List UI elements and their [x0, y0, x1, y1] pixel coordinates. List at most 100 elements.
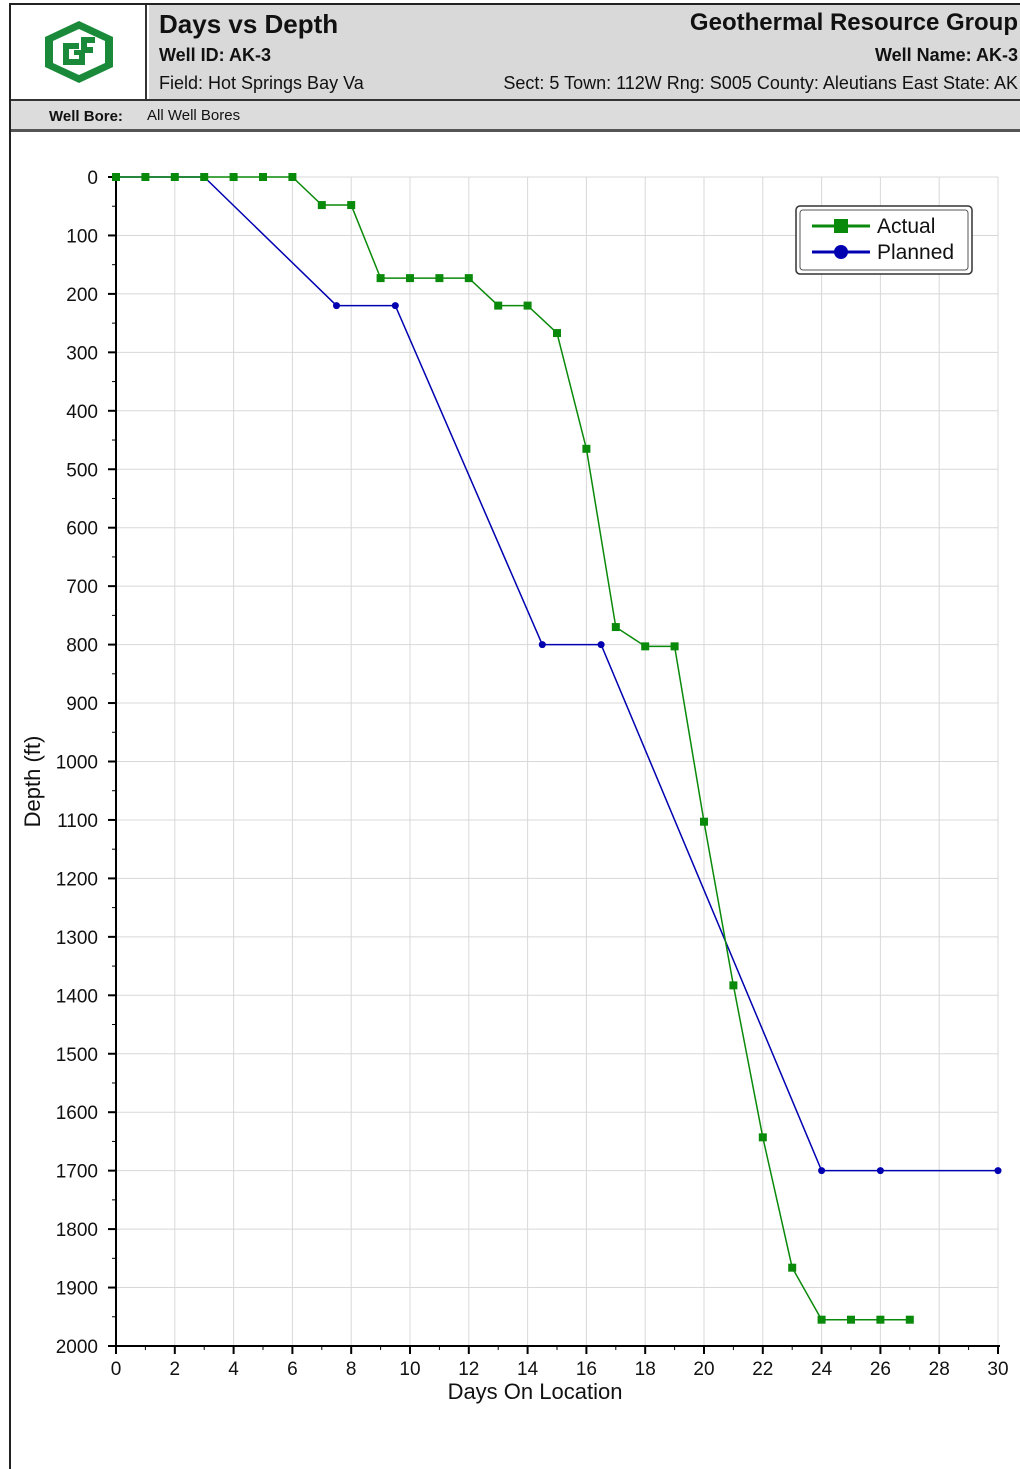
data-point-actual — [758, 1133, 767, 1142]
y-tick-label: 600 — [66, 519, 98, 540]
report-frame — [9, 3, 1020, 1469]
x-tick-label: 12 — [458, 1359, 479, 1380]
y-tick-label: 900 — [66, 694, 98, 715]
data-point-actual — [347, 201, 356, 210]
x-axis-title: Days On Location — [448, 1379, 623, 1404]
x-tick-label: 30 — [987, 1359, 1008, 1380]
y-tick-label: 1000 — [56, 753, 98, 774]
data-point-actual — [553, 329, 561, 338]
well-bore-value: All Well Bores — [147, 107, 241, 124]
y-tick-label: 1700 — [56, 1162, 98, 1183]
y-tick-label: 1600 — [56, 1103, 98, 1124]
well-name: Well Name: AK-3 — [875, 45, 1018, 66]
data-point-actual — [435, 274, 444, 283]
legend-marker-planned — [834, 245, 848, 259]
x-tick-label: 0 — [111, 1359, 122, 1380]
x-tick-label: 26 — [870, 1359, 891, 1380]
series-line-planned — [116, 176, 998, 1172]
data-point-planned — [994, 1167, 1002, 1175]
data-point-actual — [641, 642, 650, 651]
data-point-actual — [406, 274, 414, 283]
y-tick-label: 1400 — [56, 986, 98, 1007]
x-tick-label: 24 — [811, 1359, 833, 1380]
y-tick-label: 800 — [66, 636, 98, 657]
x-tick-label: 8 — [346, 1359, 357, 1380]
report-header: Days vs Depth Geothermal Resource Group … — [11, 5, 1020, 101]
well-name-value: AK-3 — [975, 45, 1018, 65]
y-tick-label: 1200 — [56, 869, 98, 890]
x-tick-label: 16 — [576, 1359, 597, 1380]
y-tick-label: 0 — [87, 168, 98, 189]
well-id-value: AK-3 — [229, 45, 272, 65]
report-title: Days vs Depth — [159, 9, 339, 39]
legend-box-inner — [799, 209, 969, 271]
data-point-actual — [317, 201, 326, 210]
data-point-actual — [670, 642, 679, 651]
data-point-actual — [523, 301, 532, 310]
y-tick-label: 2000 — [56, 1337, 98, 1358]
data-point-planned — [597, 641, 605, 649]
data-point-planned — [876, 1167, 884, 1175]
data-point-planned — [391, 302, 399, 310]
logo-cell — [11, 5, 147, 99]
well-name-label: Well Name: — [874, 45, 972, 65]
grg-logo-icon — [45, 21, 113, 83]
data-point-actual — [700, 817, 708, 826]
data-point-actual — [141, 173, 150, 181]
field-name: Field: Hot Springs Bay Va — [159, 73, 364, 93]
header-info: Days vs Depth Geothermal Resource Group … — [149, 5, 1020, 99]
y-tick-label: 1900 — [56, 1279, 98, 1300]
y-tick-label: 300 — [66, 343, 98, 364]
x-tick-label: 6 — [287, 1359, 298, 1380]
data-point-actual — [905, 1315, 914, 1324]
y-tick-label: 400 — [66, 402, 98, 423]
data-point-actual — [494, 301, 503, 310]
x-tick-label: 2 — [170, 1359, 181, 1380]
data-point-actual — [611, 623, 620, 632]
data-point-actual — [259, 173, 267, 181]
series-actual — [112, 173, 914, 1324]
y-tick-label: 100 — [66, 226, 98, 247]
x-tick-label: 22 — [752, 1359, 773, 1380]
data-point-actual — [464, 274, 473, 283]
data-point-actual — [112, 173, 120, 181]
data-point-actual — [847, 1315, 855, 1324]
data-point-planned — [818, 1167, 826, 1175]
x-tick-label: 20 — [693, 1359, 714, 1380]
legend — [795, 205, 973, 275]
legend-label-actual: Actual — [877, 215, 935, 238]
data-point-actual — [200, 173, 209, 181]
x-tick-label: 4 — [228, 1359, 239, 1380]
x-tick-label: 18 — [635, 1359, 656, 1380]
series-planned — [112, 173, 1002, 1175]
well-bore-label: Well Bore: — [49, 108, 123, 125]
y-axis-title: Depth (ft) — [20, 736, 45, 828]
data-point-actual — [582, 444, 591, 453]
data-point-actual — [376, 274, 385, 283]
y-tick-label: 1300 — [56, 928, 98, 949]
well-bore-bar: Well Bore: All Well Bores — [11, 101, 1020, 132]
company-name: Geothermal Resource Group — [689, 9, 1018, 36]
y-tick-label: 1100 — [57, 811, 98, 832]
y-tick-label: 1800 — [56, 1220, 98, 1241]
legend-marker-actual — [834, 219, 848, 233]
y-tick-label: 700 — [66, 577, 98, 598]
x-tick-label: 28 — [929, 1359, 950, 1380]
well-id: Well ID: AK-3 — [159, 45, 271, 66]
data-point-planned — [538, 641, 546, 649]
grid-lines — [116, 176, 999, 1346]
data-point-actual — [170, 173, 179, 181]
data-point-actual — [288, 173, 297, 181]
y-tick-label: 500 — [66, 460, 98, 481]
well-id-label: Well ID: — [159, 45, 225, 65]
legend-label-planned: Planned — [877, 241, 954, 264]
data-point-planned — [333, 302, 340, 310]
x-tick-label: 14 — [517, 1359, 539, 1380]
data-point-actual — [817, 1315, 826, 1324]
x-tick-label: 10 — [399, 1359, 420, 1380]
data-point-actual — [229, 173, 238, 181]
series-line-actual — [116, 176, 910, 1321]
y-tick-label: 200 — [66, 285, 98, 306]
data-point-actual — [876, 1315, 885, 1324]
